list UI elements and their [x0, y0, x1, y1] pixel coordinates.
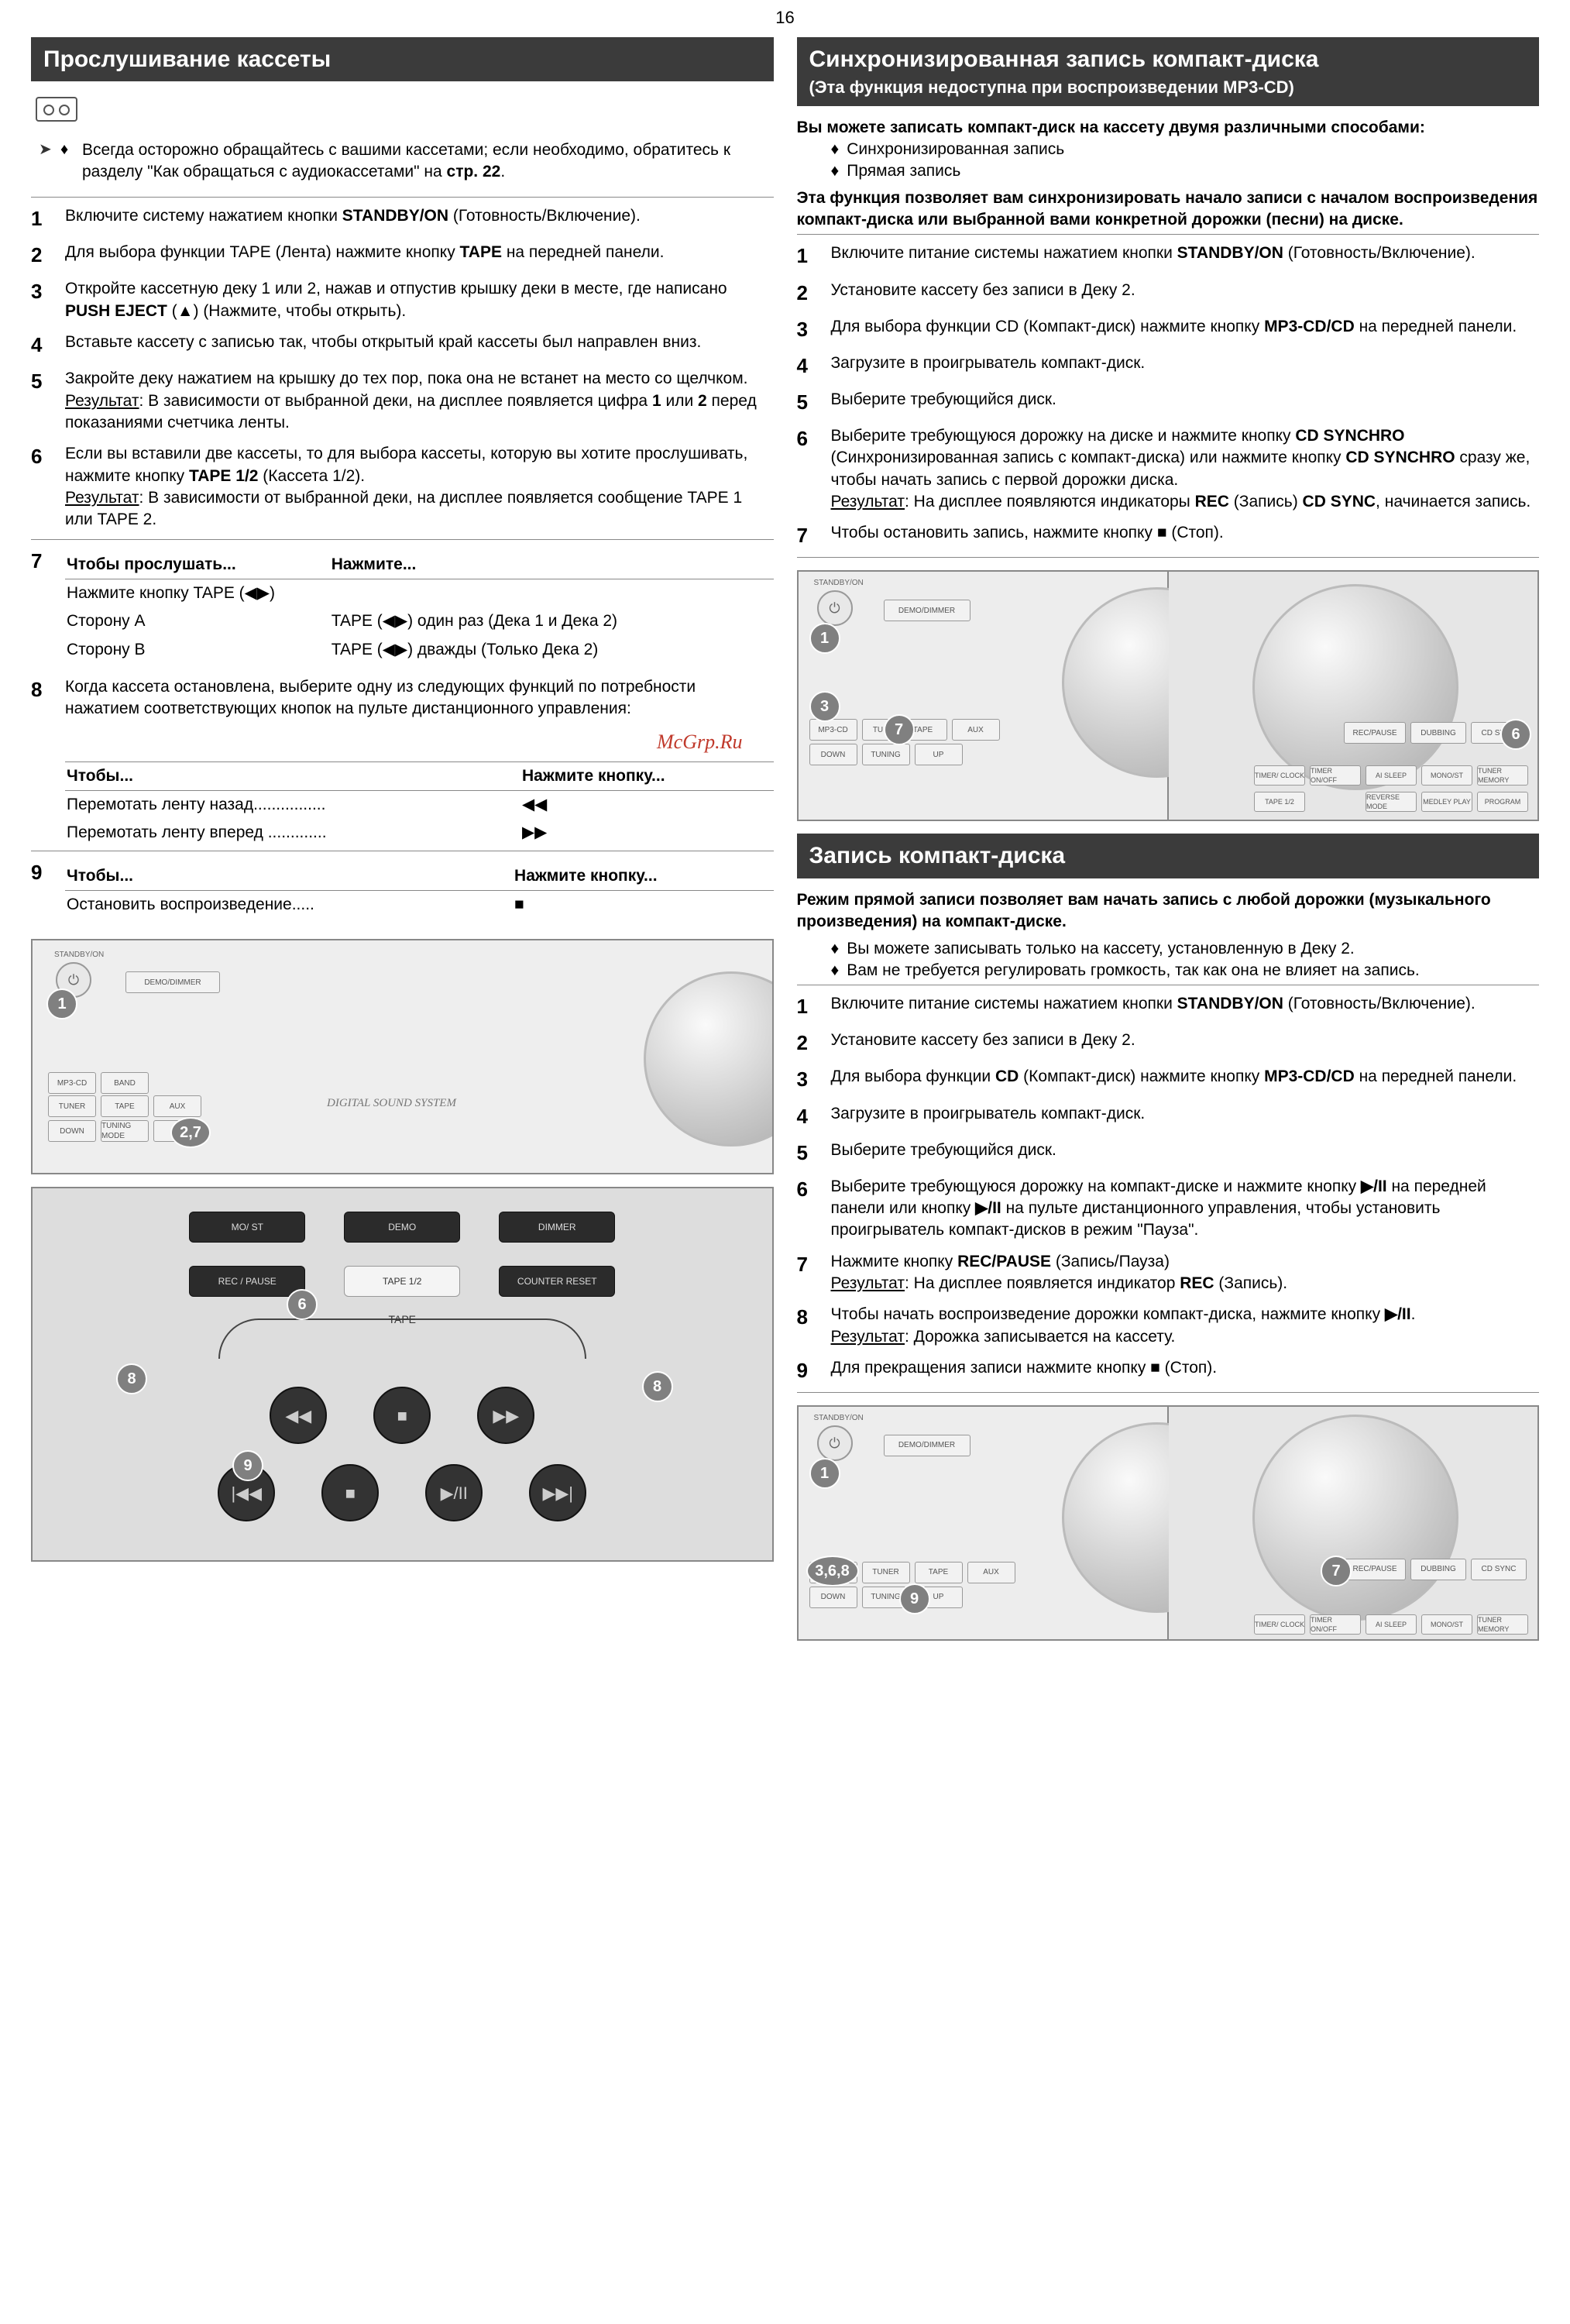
dstep-7: 7Нажмите кнопку REC/PAUSE (Запись/Пауза)…	[797, 1246, 1540, 1300]
remote-btn-tape12: TAPE 1/2	[344, 1266, 460, 1297]
remote-stop2: ■	[321, 1464, 379, 1521]
remote-ffwd: ▶▶	[477, 1387, 534, 1444]
panel-btn: TUNING MODE	[101, 1120, 149, 1142]
left-title: Прослушивание кассеты	[31, 37, 774, 82]
callout-1: 1	[809, 1458, 840, 1489]
left-column: Прослушивание кассеты Всегда осторожно о…	[31, 33, 774, 1654]
step-8: 8 Когда кассета остановлена, выберите од…	[31, 672, 774, 725]
demo-button: DEMO/DIMMER	[884, 600, 971, 621]
remote-btn: REC / PAUSE	[189, 1266, 305, 1297]
remote-panel: MO/ ST DEMO DIMMER REC / PAUSE TAPE 1/2 …	[31, 1187, 774, 1562]
device-panel-right-2: ⏻ STANDBY/ON DEMO/DIMMER MP3-CD TUNER TA…	[797, 1405, 1540, 1641]
dstep-4: 4Загрузите в проигрыватель компакт-диск.	[797, 1098, 1540, 1135]
dstep-2: 2Установите кассету без записи в Деку 2.	[797, 1025, 1540, 1061]
device-panel-right-1: ⏻ STANDBY/ON DEMO/DIMMER MP3-CD TU TAPE …	[797, 570, 1540, 821]
panel-btn: AUX	[153, 1095, 201, 1117]
bullet: Синхронизированная запись	[831, 139, 1540, 160]
tape-label: TAPE	[125, 1312, 679, 1327]
dial	[1252, 1415, 1458, 1621]
dstep-6: 6Выберите требующуюся дорожку на компакт…	[797, 1171, 1540, 1246]
standby-label: STANDBY/ON	[54, 950, 104, 961]
right-title-2: Запись компакт-диска	[797, 834, 1540, 878]
intro-note: Всегда осторожно обращайтесь с вашими ка…	[31, 136, 774, 194]
volume-knob	[644, 971, 774, 1147]
remote-next: ▶▶|	[529, 1464, 586, 1521]
panel-btn: BAND	[101, 1072, 149, 1094]
dstep-8: 8Чтобы начать воспроизведение дорожки ко…	[797, 1299, 1540, 1353]
step-5: 5Закройте деку нажатием на крышку до тех…	[31, 363, 774, 438]
device-panel-left-1: STANDBY/ON ⏻ DEMO/DIMMER DIGITAL SOUND S…	[31, 939, 774, 1174]
demo-dimmer-button: DEMO/DIMMER	[125, 971, 220, 993]
standby-button: ⏻	[817, 1425, 853, 1461]
arrow-icon	[39, 139, 60, 184]
remote-rewind: ◀◀	[270, 1387, 327, 1444]
direct-intro: Режим прямой записи позволяет вам начать…	[797, 889, 1540, 933]
sync-intro: Вы можете записать компакт-диск на кассе…	[797, 117, 1540, 139]
step7-table: Чтобы прослушать...Нажмите... Нажмите кн…	[65, 551, 774, 664]
diamond-icon	[60, 139, 82, 184]
panel-btn: TAPE	[101, 1095, 149, 1117]
step-9: 9 Чтобы...Нажмите кнопку... Остановить в…	[31, 854, 774, 927]
step-4: 4Вставьте кассету с записью так, чтобы о…	[31, 327, 774, 363]
right-column: Синхронизированная запись компакт-диска …	[797, 33, 1540, 1654]
callout-1: 1	[46, 988, 77, 1019]
remote-btn: COUNTER RESET	[499, 1266, 615, 1297]
remote-btn: DIMMER	[499, 1212, 615, 1243]
dstep-9: 9Для прекращения записи нажмите кнопку ■…	[797, 1353, 1540, 1389]
page-number: 16	[31, 0, 1539, 33]
rstep-5: 5Выберите требующийся диск.	[797, 384, 1540, 421]
standby-button: ⏻	[817, 590, 853, 626]
step-2: 2Для выбора функции TAPE (Лента) нажмите…	[31, 237, 774, 273]
rstep-3: 3Для выбора функции CD (Компакт-диск) на…	[797, 311, 1540, 348]
dss-label: DIGITAL SOUND SYSTEM	[327, 1095, 456, 1111]
step-3: 3Откройте кассетную деку 1 или 2, нажав …	[31, 273, 774, 327]
callout-2-7: 2,7	[170, 1117, 211, 1148]
bullet: Прямая запись	[831, 160, 1540, 182]
right-title-1: Синхронизированная запись компакт-диска …	[797, 37, 1540, 106]
remote-stop: ■	[373, 1387, 431, 1444]
page-ref: стр. 22	[447, 163, 501, 180]
callout-3: 3	[809, 691, 840, 722]
step8-table: Чтобы...Нажмите кнопку... Перемотать лен…	[65, 761, 774, 847]
watermark: McGrp.Ru	[31, 728, 774, 755]
step9-table: Чтобы...Нажмите кнопку... Остановить вос…	[65, 862, 774, 920]
callout-1: 1	[809, 623, 840, 654]
panel-btn: TUNER	[48, 1095, 96, 1117]
callout-368: 3,6,8	[806, 1556, 859, 1587]
callout-9: 9	[899, 1583, 930, 1614]
bullet: Вы можете записывать только на кассету, …	[831, 938, 1540, 960]
dstep-1: 1Включите питание системы нажатием кнопк…	[797, 988, 1540, 1025]
remote-play: ▶/II	[425, 1464, 483, 1521]
remote-btn: MO/ ST	[189, 1212, 305, 1243]
bullet: Вам не требуется регулировать громкость,…	[831, 960, 1540, 982]
rstep-7: 7Чтобы остановить запись, нажмите кнопку…	[797, 517, 1540, 554]
panel-btn: MP3-CD	[48, 1072, 96, 1094]
callout-8b: 8	[642, 1371, 673, 1402]
rstep-4: 4Загрузите в проигрыватель компакт-диск.	[797, 348, 1540, 384]
dial	[1252, 584, 1458, 790]
rstep-2: 2Установите кассету без записи в Деку 2.	[797, 275, 1540, 311]
dstep-3: 3Для выбора функции CD (Компакт-диск) на…	[797, 1061, 1540, 1098]
callout-7: 7	[884, 714, 915, 745]
sync-intro2: Эта функция позволяет вам синхронизирова…	[797, 187, 1540, 232]
step-6: 6Если вы вставили две кассеты, то для вы…	[31, 438, 774, 535]
dstep-5: 5Выберите требующийся диск.	[797, 1135, 1540, 1171]
step-7: 7 Чтобы прослушать...Нажмите... Нажмите …	[31, 543, 774, 672]
callout-7: 7	[1321, 1556, 1352, 1587]
rstep-1: 1Включите питание системы нажатием кнопк…	[797, 238, 1540, 274]
remote-btn: DEMO	[344, 1212, 460, 1243]
rstep-6: 6Выберите требующуюся дорожку на диске и…	[797, 421, 1540, 517]
step-1: 1Включите систему нажатием кнопки STANDB…	[31, 201, 774, 237]
intro-text: Всегда осторожно обращайтесь с вашими ка…	[82, 139, 774, 184]
callout-6: 6	[1500, 719, 1531, 750]
panel-btn: DOWN	[48, 1120, 96, 1142]
cassette-icon	[36, 97, 77, 122]
